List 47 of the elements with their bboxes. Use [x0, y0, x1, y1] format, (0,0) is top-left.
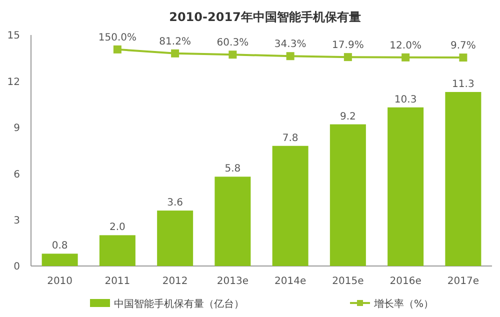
- point: [113, 45, 122, 54]
- data-label: 10.3: [394, 94, 417, 106]
- data-label: 0.8: [52, 240, 68, 252]
- data-label: 12.0%: [390, 40, 422, 52]
- data-label: 60.3%: [216, 38, 249, 49]
- x-tick-label: 2014e: [274, 276, 306, 287]
- legend-label: 中国智能手机保有量（亿台）: [114, 298, 244, 310]
- point: [402, 53, 410, 62]
- bar: [330, 124, 366, 266]
- data-label: 3.6: [167, 198, 184, 209]
- x-tick-label: 2016e: [390, 276, 422, 287]
- data-label: 9.2: [340, 111, 356, 122]
- y-tick-label: 6: [14, 169, 20, 180]
- y-tick-label: 12: [7, 76, 20, 88]
- x-tick-label: 2015e: [332, 276, 364, 287]
- data-label: 7.8: [282, 132, 298, 144]
- x-tick-label: 2017e: [447, 276, 479, 287]
- bar: [214, 176, 251, 266]
- legend-label: 增长率（%）: [373, 298, 434, 310]
- data-label: 81.2%: [159, 36, 191, 48]
- bar: [42, 254, 78, 266]
- point: [171, 49, 180, 58]
- bar: [445, 92, 482, 266]
- data-label: 9.7%: [450, 40, 476, 52]
- x-tick-label: 2012: [162, 276, 188, 287]
- data-label: 5.8: [224, 164, 241, 175]
- data-label: 11.3: [452, 78, 474, 90]
- point: [344, 53, 352, 62]
- point: [228, 50, 237, 59]
- bar: [272, 146, 308, 266]
- chart-title: 2010-2017年中国智能手机保有量: [169, 10, 361, 24]
- bar: [99, 235, 136, 266]
- y-tick-label: 9: [14, 123, 20, 134]
- y-tick-label: 0: [14, 262, 20, 273]
- x-tick-label: 2010: [47, 276, 73, 287]
- x-tick-label: 2011: [104, 276, 130, 287]
- y-tick-label: 15: [7, 30, 20, 42]
- point: [286, 52, 294, 60]
- data-label: 2.0: [109, 222, 126, 234]
- bar: [388, 107, 424, 266]
- y-tick-label: 3: [14, 216, 20, 226]
- data-label: 17.9%: [332, 40, 364, 52]
- data-label: 150.0%: [98, 32, 137, 44]
- data-label: 34.3%: [274, 39, 306, 50]
- bar: [157, 210, 194, 266]
- x-tick-label: 2013e: [216, 276, 248, 287]
- point: [459, 54, 468, 62]
